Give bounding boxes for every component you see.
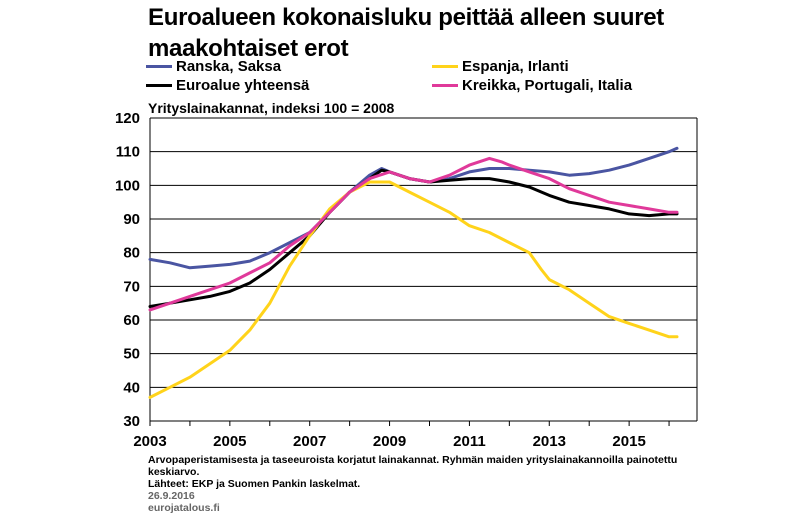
footnotes: Arvopaperistamisesta ja taseeuroista kor…: [148, 454, 728, 514]
x-tick-label-2013: 2013: [533, 433, 566, 450]
series-lines: [148, 146, 679, 399]
y-tick-label-60: 60: [123, 312, 140, 329]
y-tick-labels: 30 40 50 60 70 80 90 100 110 120: [115, 110, 140, 430]
x-tick-label-2007: 2007: [293, 433, 326, 450]
legend-swatch-espanja-irlanti: [432, 65, 458, 68]
chart-title: Euroalueen kokonaisluku peittää alleen s…: [148, 2, 708, 64]
chart-subtitle: Yrityslainakannat, indeksi 100 = 2008: [148, 100, 395, 116]
gridlines: [150, 117, 697, 422]
x-tick-labels: 2003 2005 2007 2009 2011 2013 2015: [133, 433, 645, 450]
series-line-2: [148, 180, 679, 399]
x-tick-label-2009: 2009: [373, 433, 406, 450]
plot-area: [150, 118, 697, 421]
publish-date: 26.9.2016: [148, 490, 195, 502]
y-tick-label-40: 40: [123, 379, 140, 396]
legend-label-kreikka-portugali-italia: Kreikka, Portugali, Italia: [462, 77, 633, 94]
footnote-text: Arvopaperistamisesta ja taseeuroista kor…: [148, 454, 678, 478]
legend-swatch-ranska-saksa: [146, 65, 172, 68]
sources-text: Lähteet: EKP ja Suomen Pankin laskelmat.: [148, 478, 361, 490]
y-tick-label-80: 80: [123, 245, 140, 262]
y-tick-label-120: 120: [115, 110, 140, 127]
legend-swatch-kreikka-portugali-italia: [432, 84, 458, 87]
legend-item-euroalue: Euroalue yhteensä: [146, 77, 309, 94]
legend-item-ranska-saksa: Ranska, Saksa: [146, 58, 281, 75]
y-tick-label-70: 70: [123, 278, 140, 295]
legend-swatch-euroalue: [146, 84, 172, 87]
source-id: eurojatalous.fi: [148, 502, 220, 514]
series-line-3: [148, 156, 679, 312]
y-tick-label-100: 100: [115, 177, 140, 194]
chart-title-line1: Euroalueen kokonaisluku peittää alleen s…: [148, 4, 664, 31]
legend-label-ranska-saksa: Ranska, Saksa: [176, 58, 282, 75]
legend: Ranska, Saksa Euroalue yhteensä Espanja,…: [146, 58, 706, 96]
y-tick-label-30: 30: [123, 413, 140, 430]
chart-title-line2: maakohtaiset erot: [148, 35, 349, 62]
x-tick-label-2015: 2015: [612, 433, 645, 450]
x-tick-label-2003: 2003: [133, 433, 166, 450]
legend-label-espanja-irlanti: Espanja, Irlanti: [462, 58, 569, 75]
x-tick-label-2005: 2005: [213, 433, 246, 450]
legend-label-euroalue: Euroalue yhteensä: [176, 77, 310, 94]
legend-item-kreikka-portugali-italia: Kreikka, Portugali, Italia: [432, 77, 632, 94]
y-tick-label-110: 110: [116, 144, 140, 161]
x-tick-label-2011: 2011: [453, 433, 486, 450]
legend-item-espanja-irlanti: Espanja, Irlanti: [432, 58, 569, 75]
y-tick-label-90: 90: [123, 211, 140, 228]
axes: [149, 118, 698, 426]
y-tick-label-50: 50: [123, 346, 140, 363]
